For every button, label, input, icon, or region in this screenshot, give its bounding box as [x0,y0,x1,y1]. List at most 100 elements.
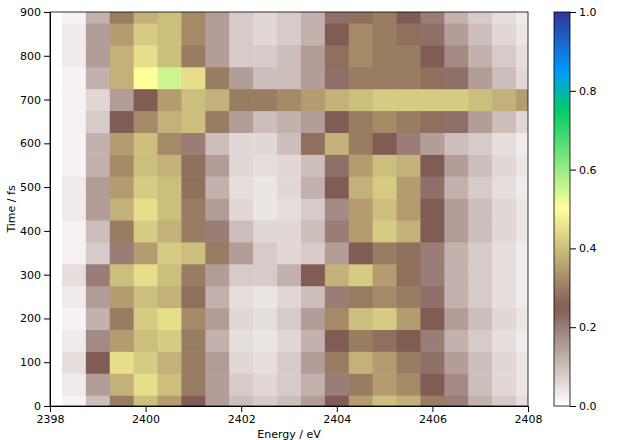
heat-cell [373,154,398,176]
heat-cell [325,23,350,45]
heat-cell [492,242,517,264]
heat-cell [86,45,111,67]
tick: 600 [20,137,50,150]
tick-label: 200 [20,312,41,325]
tick: 2404 [323,406,351,426]
heat-cell [516,89,528,111]
heat-cell [205,176,230,198]
heat-cell [325,89,350,111]
tick: 0 [34,400,50,413]
heat-cell [229,132,254,154]
tick-label: 0.0 [579,400,597,413]
heat-cell [205,308,230,330]
heat-cell [110,198,135,220]
heat-cell [468,154,493,176]
heat-cell [349,308,374,330]
heat-cell [420,395,445,406]
heat-cell [325,45,350,67]
heat-cell [492,351,517,373]
heat-cell [516,154,528,176]
axis-line [570,13,571,407]
heat-cell [420,242,445,264]
heat-cell [205,111,230,133]
heat-cell [349,176,374,198]
tick-label: 500 [20,181,41,194]
tick-mark [570,327,576,328]
heat-cell [420,264,445,286]
heat-cell [325,176,350,198]
heat-cell [158,12,183,24]
heat-cell [181,45,206,67]
heat-cell [301,132,326,154]
heat-cell [420,308,445,330]
heat-cell [50,45,63,67]
heat-cell [110,286,135,308]
heat-cell [229,176,254,198]
heat-cell [181,373,206,395]
heat-cell [468,242,493,264]
heat-cell [468,286,493,308]
heat-cell [468,351,493,373]
tick-label: 2402 [228,413,256,426]
heat-cell [301,176,326,198]
heat-cell [50,264,63,286]
colorbar [554,12,570,406]
heat-cell [277,89,302,111]
heat-cell [397,111,422,133]
heat-cell [205,395,230,406]
heat-cell [420,198,445,220]
heat-cell [277,23,302,45]
heat-cell [397,264,422,286]
heat-cell [134,264,159,286]
heat-cell [444,89,469,111]
heat-cell [397,308,422,330]
heat-cell [229,23,254,45]
heat-cell [205,154,230,176]
tick-label: 2404 [323,413,351,426]
heat-cell [158,111,183,133]
heat-cell [62,111,86,133]
heat-cell [468,264,493,286]
heat-cell [349,67,374,89]
heat-cell [205,286,230,308]
heat-cell [110,45,135,67]
heat-cell [301,264,326,286]
heat-cell [62,286,86,308]
tick: 0.6 [570,164,597,177]
heat-cell [349,12,374,24]
heat-cell [62,373,86,395]
heat-cell [373,198,398,220]
heat-cell [253,286,278,308]
heat-cell [134,351,159,373]
heat-cell [253,351,278,373]
heat-cell [516,176,528,198]
heat-cell [110,89,135,111]
heat-cell [516,242,528,264]
heat-cell [516,45,528,67]
heat-cell [253,395,278,406]
heat-cell [205,220,230,242]
tick: 0.2 [570,321,597,334]
tick-mark [44,143,50,144]
heat-cell [134,308,159,330]
heat-cell [373,329,398,351]
heat-cell [516,132,528,154]
heat-cell [229,329,254,351]
heat-cell [420,329,445,351]
heat-cell [492,23,517,45]
heat-cell [86,198,111,220]
heat-cell [229,111,254,133]
heat-cell [492,395,517,406]
tick-label: 0.2 [579,321,597,334]
tick-mark [241,406,242,412]
heat-cell [205,373,230,395]
heat-cell [205,45,230,67]
heat-cell [229,198,254,220]
heat-cell [253,45,278,67]
heat-cell [325,308,350,330]
heat-cell [50,373,63,395]
heat-cell [62,12,86,24]
heat-cell [62,45,86,67]
tick-mark [570,248,576,249]
chart: 2398240024022404240624080100200300400500… [0,0,623,440]
